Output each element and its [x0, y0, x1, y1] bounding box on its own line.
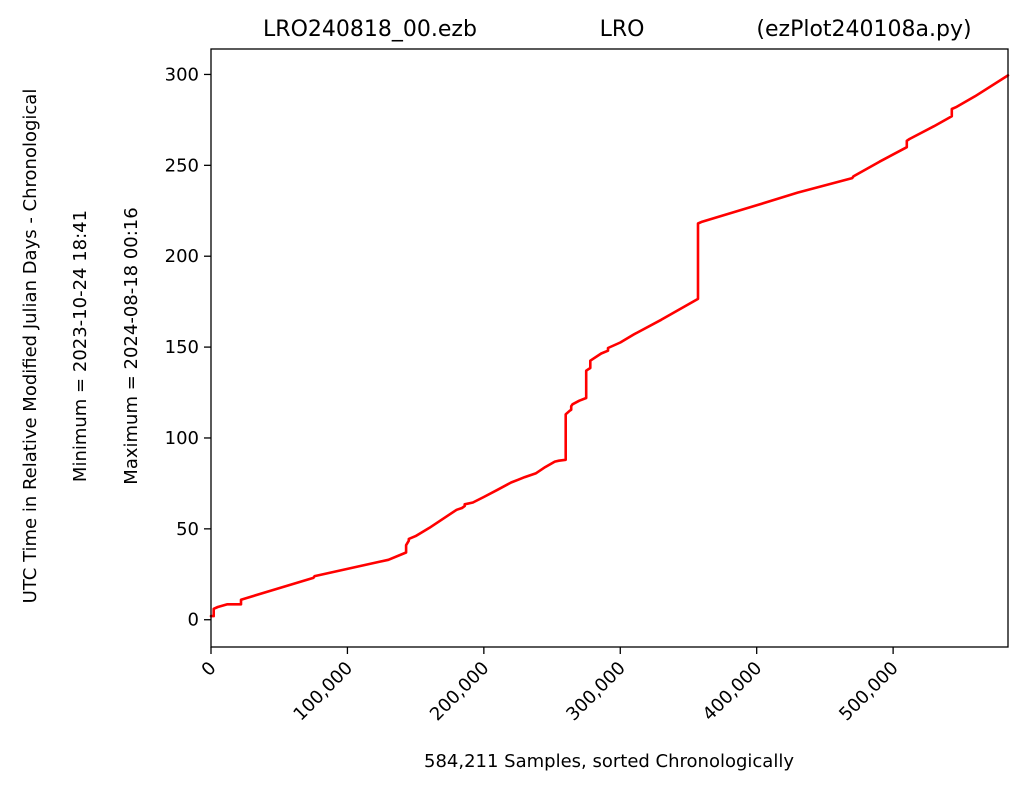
plot-frame [210, 48, 1009, 648]
chart-title-center: LRO [600, 17, 645, 42]
y-tick-label: 0 [188, 610, 199, 631]
y-axis-label: UTC Time in Relative Modified Julian Day… [20, 89, 41, 604]
y-axis-ticks: 0 50 100 150 200 250 300 [165, 64, 211, 631]
x-tick-label: 200,000 [426, 658, 493, 725]
y-tick-label: 300 [165, 64, 199, 85]
x-axis-label: 584,211 Samples, sorted Chronologically [424, 751, 794, 772]
y-tick-label: 50 [176, 519, 199, 540]
y-tick-label: 150 [165, 337, 199, 358]
x-tick-label: 400,000 [699, 658, 766, 725]
x-tick-label: 100,000 [289, 658, 356, 725]
x-tick-label: 300,000 [562, 658, 629, 725]
y-tick-label: 100 [165, 428, 199, 449]
y-tick-label: 250 [165, 155, 199, 176]
x-tick-label: 500,000 [835, 658, 902, 725]
y-axis-minimum-label: Minimum = 2023-10-24 18:41 [70, 210, 91, 482]
series-layer [209, 74, 1010, 618]
y-axis-maximum-label: Maximum = 2024-08-18 00:16 [121, 207, 142, 484]
series-line [209, 74, 1010, 618]
x-tick-label: 0 [198, 658, 221, 681]
y-tick-label: 200 [165, 246, 199, 267]
chart-title-left: LRO240818_00.ezb [263, 17, 477, 42]
x-axis-ticks: 0 100,000 200,000 300,000 400,000 500,000 [198, 647, 903, 725]
chart-title-right: (ezPlot240108a.py) [756, 17, 971, 42]
